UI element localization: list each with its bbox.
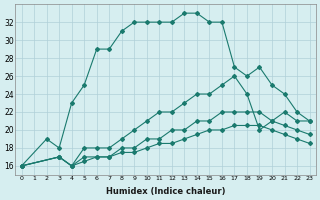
- X-axis label: Humidex (Indice chaleur): Humidex (Indice chaleur): [106, 187, 225, 196]
